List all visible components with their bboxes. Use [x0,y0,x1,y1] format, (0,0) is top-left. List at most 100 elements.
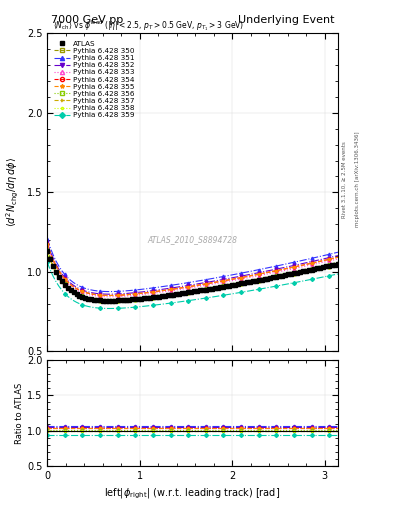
Line: Pythia 6.428 357: Pythia 6.428 357 [46,250,340,302]
Pythia 6.428 353 [107,294,111,300]
ATLAS [107,297,111,304]
Pythia 6.428 355 [45,241,50,247]
Pythia 6.428 352 [221,276,226,283]
Text: ATLAS_2010_S8894728: ATLAS_2010_S8894728 [147,236,238,245]
Pythia 6.428 358 [336,263,340,269]
Pythia 6.428 350 [324,263,329,269]
Pythia 6.428 350 [115,297,120,304]
Pythia 6.428 355 [324,257,329,263]
Pythia 6.428 353 [198,283,202,289]
Pythia 6.428 352 [107,291,111,297]
Pythia 6.428 357 [221,284,226,290]
Pythia 6.428 356 [336,259,340,265]
Pythia 6.428 356 [315,264,320,270]
Pythia 6.428 358 [45,250,50,256]
Pythia 6.428 358 [198,289,202,295]
Pythia 6.428 355 [336,254,340,260]
Pythia 6.428 351 [221,273,226,280]
Pythia 6.428 359 [101,305,105,311]
Pythia 6.428 359 [198,296,202,302]
Pythia 6.428 356 [45,246,50,252]
Pythia 6.428 350 [101,297,105,304]
Pythia 6.428 355 [101,292,105,298]
Pythia 6.428 356 [107,296,111,303]
ATLAS [198,287,202,293]
Pythia 6.428 350 [198,287,202,293]
Pythia 6.428 357 [198,287,202,293]
Pythia 6.428 352 [45,239,50,245]
Pythia 6.428 355 [115,292,120,298]
Pythia 6.428 354 [45,241,50,247]
Pythia 6.428 356 [324,262,329,268]
Pythia 6.428 353 [324,259,329,265]
Pythia 6.428 352 [315,257,320,263]
Pythia 6.428 357 [45,248,50,254]
Text: mcplots.cern.ch [arXiv:1306.3436]: mcplots.cern.ch [arXiv:1306.3436] [355,132,360,227]
Pythia 6.428 355 [315,259,320,265]
Line: Pythia 6.428 355: Pythia 6.428 355 [46,243,340,297]
Line: Pythia 6.428 353: Pythia 6.428 353 [46,244,340,298]
Line: Pythia 6.428 356: Pythia 6.428 356 [46,248,340,301]
Pythia 6.428 350 [45,248,50,254]
Y-axis label: $\langle d^2 N_{\rm chg}/d\eta\,d\phi \rangle$: $\langle d^2 N_{\rm chg}/d\eta\,d\phi \r… [5,157,21,227]
Line: Pythia 6.428 358: Pythia 6.428 358 [46,251,340,304]
Pythia 6.428 350 [221,284,226,290]
Pythia 6.428 353 [101,293,105,300]
Pythia 6.428 356 [101,296,105,302]
Pythia 6.428 356 [115,296,120,302]
Pythia 6.428 354 [107,292,111,298]
Pythia 6.428 359 [45,259,50,265]
Pythia 6.428 351 [324,252,329,258]
Pythia 6.428 354 [221,278,226,284]
Pythia 6.428 352 [115,291,120,297]
Pythia 6.428 353 [221,279,226,285]
Legend: ATLAS, Pythia 6.428 350, Pythia 6.428 351, Pythia 6.428 352, Pythia 6.428 353, P: ATLAS, Pythia 6.428 350, Pythia 6.428 35… [54,40,136,119]
Pythia 6.428 354 [315,259,320,265]
Pythia 6.428 353 [45,243,50,249]
Pythia 6.428 351 [45,236,50,242]
Pythia 6.428 351 [115,288,120,294]
Line: Pythia 6.428 359: Pythia 6.428 359 [46,261,340,310]
Pythia 6.428 359 [336,271,340,277]
Pythia 6.428 356 [198,286,202,292]
Line: Pythia 6.428 354: Pythia 6.428 354 [46,243,340,297]
Pythia 6.428 355 [198,282,202,288]
Pythia 6.428 357 [107,297,111,304]
Pythia 6.428 354 [115,292,120,298]
ATLAS [45,248,50,254]
Pythia 6.428 359 [324,273,329,280]
Pythia 6.428 359 [107,306,111,312]
Pythia 6.428 358 [221,285,226,291]
Pythia 6.428 358 [115,298,120,305]
Pythia 6.428 357 [324,263,329,269]
Pythia 6.428 354 [324,257,329,263]
Y-axis label: Ratio to ATLAS: Ratio to ATLAS [15,382,24,443]
Pythia 6.428 358 [101,298,105,305]
Pythia 6.428 352 [101,291,105,297]
Line: Pythia 6.428 352: Pythia 6.428 352 [46,241,340,295]
Text: Underlying Event: Underlying Event [237,15,334,25]
ATLAS [221,284,226,290]
Pythia 6.428 354 [101,292,105,298]
Pythia 6.428 358 [315,267,320,273]
ATLAS [324,263,329,269]
Pythia 6.428 351 [101,288,105,294]
Text: $\langle N_{\rm ch}\rangle$ vs $\phi^{\rm lead}$ ($|\eta| < 2.5$, $p_T > 0.5$ Ge: $\langle N_{\rm ch}\rangle$ vs $\phi^{\r… [53,18,244,33]
ATLAS [336,261,340,267]
Line: ATLAS: ATLAS [46,249,340,303]
Line: Pythia 6.428 351: Pythia 6.428 351 [46,237,340,293]
Pythia 6.428 352 [324,255,329,261]
Pythia 6.428 356 [221,282,226,288]
Text: Rivet 3.1.10, ≥ 2.5M events: Rivet 3.1.10, ≥ 2.5M events [342,141,346,218]
ATLAS [115,297,120,304]
Pythia 6.428 350 [336,261,340,267]
Pythia 6.428 351 [198,278,202,284]
Pythia 6.428 351 [107,288,111,294]
Pythia 6.428 353 [315,261,320,267]
Pythia 6.428 353 [336,256,340,262]
Text: 7000 GeV pp: 7000 GeV pp [51,15,123,25]
Pythia 6.428 359 [315,275,320,281]
Pythia 6.428 354 [198,282,202,288]
Pythia 6.428 357 [315,265,320,271]
Line: Pythia 6.428 350: Pythia 6.428 350 [46,250,340,302]
